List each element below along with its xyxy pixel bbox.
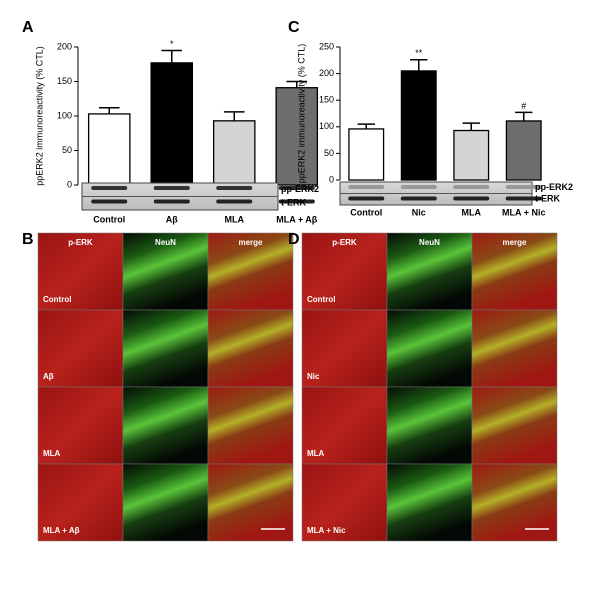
- y-tick-label: 250: [319, 41, 334, 51]
- micrograph: [301, 386, 388, 465]
- panel-label: B: [22, 231, 34, 248]
- y-tick-label: 50: [62, 145, 72, 155]
- column-label: p-ERK: [332, 238, 357, 247]
- blot-band: [153, 199, 190, 204]
- column-label: merge: [238, 238, 263, 247]
- y-axis-title: ppERK2 immunoreactivity (% CTL): [34, 46, 44, 186]
- micrograph: [207, 386, 294, 465]
- row-label: Nic: [307, 372, 320, 381]
- micrograph: [301, 463, 388, 542]
- micrograph: [207, 232, 294, 311]
- y-tick-label: 100: [57, 110, 72, 120]
- blot-band: [91, 199, 128, 204]
- x-tick-label: Aβ: [166, 214, 178, 224]
- x-tick-label: MLA: [462, 207, 482, 217]
- x-tick-label: Nic: [412, 207, 426, 217]
- x-tick-label: MLA: [225, 214, 245, 224]
- row-label: MLA: [307, 449, 325, 458]
- bar: [275, 87, 319, 186]
- blot-band: [91, 186, 128, 190]
- blot-band: [505, 185, 542, 189]
- micrograph: [122, 309, 209, 388]
- micrograph: [471, 463, 558, 542]
- annotation: *: [170, 39, 174, 49]
- micrograph: [471, 386, 558, 465]
- micrograph: [301, 232, 388, 311]
- blot-label: t-ERK: [281, 198, 306, 208]
- x-tick-label: Control: [93, 214, 125, 224]
- y-tick-label: 0: [329, 174, 334, 184]
- column-label: merge: [502, 238, 527, 247]
- bar: [87, 113, 131, 186]
- micrograph: [37, 309, 124, 388]
- micrograph: [386, 232, 473, 311]
- blot-band: [153, 186, 190, 190]
- blot-label: t-ERK: [535, 194, 560, 204]
- micrograph: [301, 309, 388, 388]
- blot-band: [348, 185, 385, 189]
- micrograph: [386, 463, 473, 542]
- micrograph: [386, 386, 473, 465]
- blot-label: pp-ERK2: [281, 184, 319, 194]
- blot-band: [348, 196, 385, 201]
- x-tick-label: MLA + Aβ: [276, 214, 318, 224]
- y-tick-label: 200: [319, 68, 334, 78]
- blot-band: [400, 185, 437, 189]
- annotation: #: [521, 101, 526, 111]
- column-label: p-ERK: [68, 238, 93, 247]
- column-label: NeuN: [155, 238, 176, 247]
- bar: [150, 62, 194, 186]
- row-label: Aβ: [43, 372, 54, 381]
- micrograph: [122, 386, 209, 465]
- bar: [212, 120, 256, 186]
- micrograph: [37, 232, 124, 311]
- y-axis-title: ppERK2 immunoreactivity (% CTL): [296, 44, 306, 184]
- micrograph: [122, 463, 209, 542]
- micrograph: [471, 232, 558, 311]
- row-label: MLA: [43, 449, 61, 458]
- panel-label: D: [288, 231, 300, 248]
- row-label: Control: [307, 295, 335, 304]
- row-label: MLA + Aβ: [43, 526, 80, 535]
- blot-band: [453, 196, 490, 201]
- row-label: Control: [43, 295, 71, 304]
- annotation: **: [415, 48, 423, 58]
- y-tick-label: 150: [57, 76, 72, 86]
- micrograph: [386, 309, 473, 388]
- y-tick-label: 200: [57, 41, 72, 51]
- blot-band: [216, 199, 253, 204]
- micrograph: [207, 309, 294, 388]
- blot-band: [278, 199, 315, 204]
- bar: [348, 128, 385, 181]
- panel-label: A: [22, 19, 34, 36]
- micrograph: [471, 309, 558, 388]
- blot-band: [278, 186, 315, 190]
- micrograph: [207, 463, 294, 542]
- blot-band: [216, 186, 253, 190]
- blot-band: [505, 196, 542, 201]
- y-tick-label: 0: [67, 179, 72, 189]
- blot-label: pp-ERK2: [535, 182, 573, 192]
- x-tick-label: Control: [350, 207, 382, 217]
- micrograph: [122, 232, 209, 311]
- bar: [400, 70, 437, 181]
- y-tick-label: 150: [319, 95, 334, 105]
- blot-band: [400, 196, 437, 201]
- blot-band: [453, 185, 490, 189]
- x-tick-label: MLA + Nic: [502, 207, 545, 217]
- bar: [453, 129, 490, 181]
- column-label: NeuN: [419, 238, 440, 247]
- panel-label: C: [288, 19, 300, 36]
- y-tick-label: 50: [324, 148, 334, 158]
- row-label: MLA + Nic: [307, 526, 346, 535]
- y-tick-label: 100: [319, 121, 334, 131]
- bar: [505, 120, 542, 181]
